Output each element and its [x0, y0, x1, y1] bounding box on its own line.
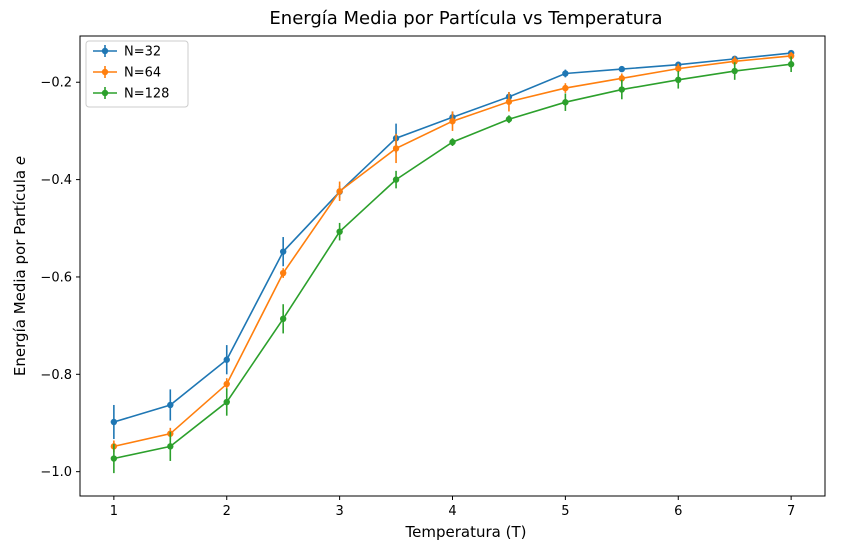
data-point — [562, 99, 569, 106]
x-tick-label: 6 — [674, 504, 682, 519]
data-point — [731, 58, 738, 65]
data-point — [167, 443, 174, 450]
legend: N=32 N=64 N=128 — [85, 40, 189, 108]
series-1 — [110, 52, 795, 453]
x-tick-label: 3 — [335, 504, 343, 519]
y-tick-label: −0.2 — [40, 76, 72, 91]
data-point — [562, 84, 569, 92]
y-tick-label: −1.0 — [40, 465, 72, 480]
data-point — [449, 117, 456, 125]
y-axis-label-text: Energía Media por Partícula — [11, 165, 29, 376]
legend-label: N=128 — [124, 87, 169, 102]
legend-label: N=64 — [124, 66, 161, 81]
data-point — [279, 248, 287, 255]
data-point — [505, 116, 513, 123]
data-point — [336, 188, 343, 195]
data-point — [167, 401, 174, 409]
data-point — [618, 65, 626, 73]
data-point — [279, 269, 287, 277]
data-point — [223, 380, 230, 388]
chart-title: Energía Media por Partícula vs Temperatu… — [269, 8, 662, 29]
data-point — [110, 455, 118, 462]
data-point — [110, 418, 118, 426]
data-point — [675, 76, 682, 84]
data-point — [223, 356, 230, 363]
y-axis-label-symbol: e — [11, 156, 29, 165]
legend-items: N=32 N=64 N=128 — [93, 45, 169, 102]
y-tick-label: −0.8 — [40, 368, 72, 383]
data-point — [336, 228, 343, 235]
plot-frame — [79, 35, 826, 497]
x-tick-label: 1 — [110, 504, 118, 519]
x-axis-label: Temperatura (T) — [405, 523, 527, 541]
y-tick-label: −0.4 — [40, 173, 72, 188]
x-axis-ticks: 1 2 3 4 5 6 7 — [110, 496, 795, 519]
legend-label: N=32 — [124, 45, 161, 60]
data-point — [731, 67, 738, 75]
y-axis-label: Energía Media por Partícula e — [11, 156, 29, 376]
data-point — [675, 65, 682, 72]
data-point — [787, 52, 795, 60]
x-tick-label: 4 — [448, 504, 456, 519]
legend-item: N=64 — [93, 66, 161, 81]
data-point — [618, 75, 626, 82]
data-point — [392, 145, 400, 152]
legend-marker — [101, 47, 109, 55]
x-tick-label: 5 — [561, 504, 569, 519]
data-point — [618, 86, 626, 93]
x-tick-label: 2 — [223, 504, 231, 519]
data-point — [562, 70, 569, 77]
legend-item: N=32 — [93, 45, 161, 60]
series-2 — [110, 56, 795, 474]
legend-marker — [101, 89, 109, 97]
y-tick-label: −0.6 — [40, 270, 72, 285]
data-point — [279, 315, 287, 323]
y-axis-ticks: −1.0 −0.8 −0.6 −0.4 −0.2 — [40, 76, 80, 480]
x-tick-label: 7 — [787, 504, 795, 519]
data-point — [223, 398, 230, 406]
data-point — [449, 138, 456, 146]
data-point — [787, 61, 795, 68]
data-point — [392, 176, 400, 183]
legend-marker — [101, 68, 109, 76]
series-layer — [110, 49, 795, 474]
legend-box — [85, 40, 189, 108]
data-point — [505, 98, 513, 105]
legend-item: N=128 — [93, 87, 169, 102]
